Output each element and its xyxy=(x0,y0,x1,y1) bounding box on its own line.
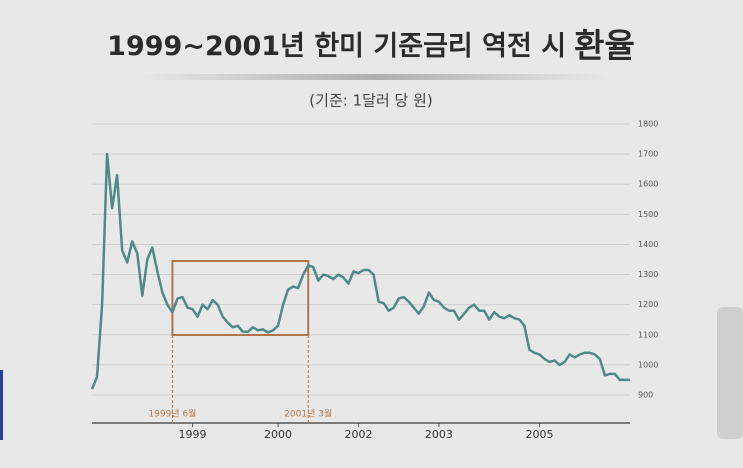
subtitle: (기준: 1달러 당 원) xyxy=(309,92,432,110)
y-tick-label: 1800 xyxy=(638,120,658,129)
annotation: 2001년 3월 xyxy=(284,408,332,420)
x-tick-label: 2000 xyxy=(264,428,292,441)
speaker-thumbnail xyxy=(717,307,743,439)
y-tick-label: 1700 xyxy=(638,150,658,159)
chart-title: 1999~2001년 한미 기준금리 역전 시 환율 xyxy=(107,26,635,65)
y-tick-label: 1400 xyxy=(638,240,658,249)
title-emphasis: 환율 xyxy=(574,26,635,65)
x-tick-label: 1999 xyxy=(179,428,207,441)
y-tick-label: 1600 xyxy=(638,180,658,189)
x-tick-label: 2003 xyxy=(425,428,453,441)
x-tick-label: 2005 xyxy=(525,428,553,441)
y-tick-label: 1500 xyxy=(638,210,658,219)
left-edge xyxy=(0,370,3,440)
y-tick-label: 900 xyxy=(638,391,653,400)
highlight-box xyxy=(171,260,310,336)
y-tick-label: 1000 xyxy=(638,360,658,369)
title-main: 1999~2001년 한미 기준금리 역전 시 xyxy=(107,31,566,62)
y-tick-label: 1300 xyxy=(638,270,658,279)
title-shadow xyxy=(140,74,610,80)
x-tick-label: 2002 xyxy=(344,428,372,441)
annotation: 1999년 6월 xyxy=(148,408,196,420)
y-tick-label: 1200 xyxy=(638,300,658,309)
y-tick-label: 1100 xyxy=(638,330,658,339)
series-line xyxy=(90,152,630,390)
